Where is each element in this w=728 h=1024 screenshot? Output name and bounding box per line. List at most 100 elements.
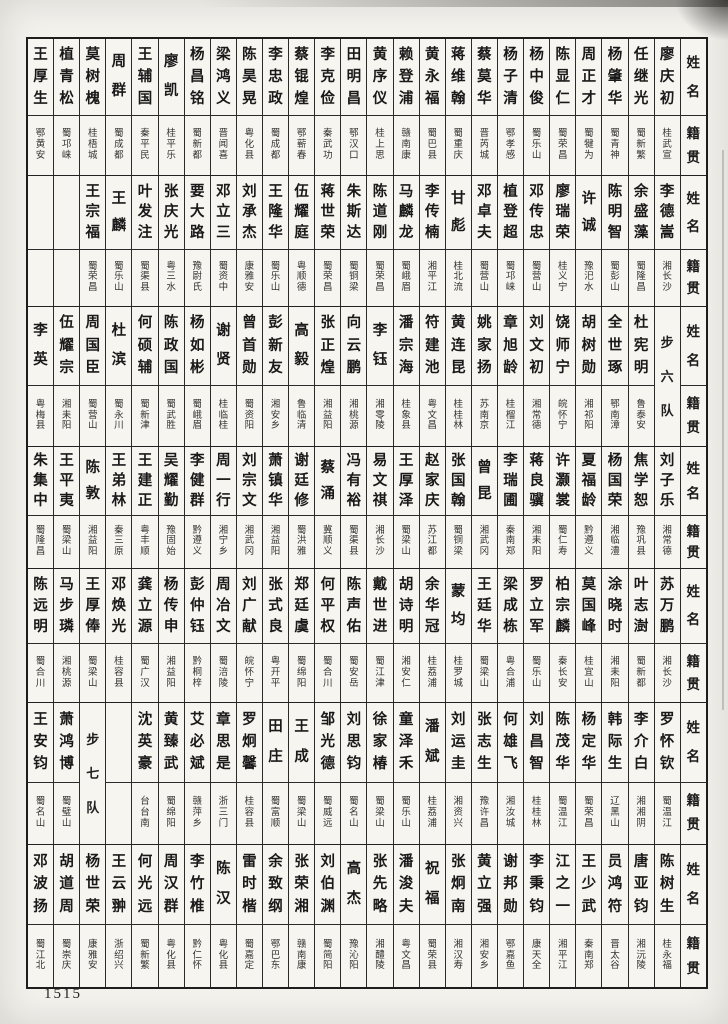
entry-name: 周一行	[210, 447, 236, 517]
entry-place: 蜀永川	[106, 386, 131, 447]
entry-name: 余盛藻	[628, 176, 654, 251]
glyph: 营	[88, 409, 98, 421]
glyph: 沈	[137, 711, 153, 728]
glyph: 青	[610, 139, 620, 151]
entry-place: 苏南京	[472, 386, 497, 447]
glyph: 蜀	[218, 655, 229, 667]
entry-name: 王平夷	[54, 447, 80, 517]
glyph: 苏	[479, 398, 490, 410]
glyph: 明	[33, 619, 48, 636]
entry-place: 蜀彭山	[602, 250, 627, 306]
entry-name: 苏万鹏	[654, 569, 680, 645]
glyph: 佑	[346, 619, 362, 636]
glyph: 叶	[633, 576, 649, 593]
glyph: 蜀	[323, 655, 333, 667]
glyph: 县	[427, 960, 437, 972]
glyph: 荔	[427, 806, 437, 818]
roster-entry: 易文祺湘长沙	[366, 447, 393, 568]
glyph: 诗	[398, 597, 414, 614]
glyph: 梓	[192, 677, 202, 689]
glyph: 荣	[88, 271, 98, 283]
roster-entry: 赵家庆苏江都	[418, 447, 445, 568]
entry-name: 张荣湘	[289, 845, 315, 926]
glyph: 七	[86, 765, 100, 781]
roster-band: 王安钧蜀名山萧鸿博蜀璧山步七队沈英豪台台南黄臻武蜀绵阳艾必斌赣萍乡章思是浙三门罗…	[28, 702, 706, 844]
glyph: 灏	[555, 472, 570, 489]
glyph: 槐	[85, 90, 101, 107]
glyph: 钧	[346, 756, 362, 773]
entry-place: 粤丰顺	[132, 516, 157, 568]
glyph: 国	[607, 472, 623, 489]
entry-name: 郑廷虞	[289, 569, 315, 645]
entry-place: 蜀名山	[341, 783, 366, 844]
glyph: 王	[477, 576, 492, 593]
glyph: 山	[88, 420, 98, 432]
entry-name: 许灏裳	[550, 447, 576, 517]
entry-name: 许诚	[576, 176, 602, 251]
glyph: 汉	[349, 139, 359, 151]
entry-name: 陈昊晃	[236, 39, 262, 117]
glyph: 名	[686, 749, 701, 765]
glyph: 昊	[242, 68, 257, 85]
glyph: 怀	[557, 409, 568, 421]
entry-name: 焦学恕	[628, 447, 654, 517]
entry-place: 湘汉寿	[446, 925, 471, 987]
glyph: 海	[398, 359, 414, 376]
glyph: 正	[320, 337, 336, 354]
glyph: 生	[659, 898, 675, 915]
entry-name: 何光远	[132, 845, 158, 926]
glyph: 许	[479, 806, 490, 818]
entry-place: 蜀梁山	[80, 644, 105, 702]
glyph: 煌	[294, 90, 309, 107]
unit-label: 步六队	[655, 307, 680, 446]
glyph: 松	[59, 90, 74, 107]
glyph: 梁	[479, 666, 490, 678]
glyph: 王	[398, 453, 414, 470]
roster-entry: 苏万鹏湘长沙	[653, 568, 680, 703]
entry-place: 湘桃源	[341, 386, 366, 447]
glyph: 杨	[189, 47, 205, 64]
roster-entry: 杨昌铭蜀新都	[183, 39, 210, 176]
glyph: 安	[88, 960, 98, 972]
glyph: 蜀	[531, 128, 542, 140]
glyph: 乐	[531, 139, 542, 151]
glyph: 嘉	[505, 949, 516, 961]
glyph: 三	[166, 271, 176, 283]
glyph: 上	[375, 139, 385, 151]
entry-place: 赣萍乡	[185, 783, 210, 844]
glyph: 庄	[268, 748, 283, 765]
glyph: 龄	[581, 492, 597, 509]
glyph: 刘	[242, 576, 257, 593]
roster-entry: 周汉群粤化县	[157, 844, 184, 987]
glyph: 桂	[427, 795, 437, 807]
glyph: 路	[189, 225, 205, 242]
glyph: 姓	[686, 720, 701, 735]
glyph: 栋	[503, 619, 518, 636]
glyph: 桂	[505, 398, 516, 410]
glyph: 宁	[557, 420, 568, 432]
glyph: 仁	[192, 949, 202, 961]
entry-place: 湘祁阳	[576, 386, 601, 447]
glyph: 思	[346, 734, 362, 751]
column-header-name: 姓名	[680, 703, 706, 783]
roster-entry: 蔡锟煌鄂蕲春	[288, 39, 315, 176]
glyph: 台	[140, 806, 150, 818]
glyph: 蒋	[451, 47, 466, 64]
entry-place: 湘桃源	[54, 644, 79, 702]
entry-place: 浙三门	[211, 783, 236, 844]
entry-name: 蔡莫华	[471, 39, 497, 117]
glyph: 桃	[349, 409, 359, 421]
glyph: 乡	[479, 960, 490, 972]
entry-place: 桂桂林	[524, 783, 549, 844]
glyph: 学	[633, 472, 649, 489]
glyph: 刘	[320, 853, 336, 870]
roster-entry: 刘宗文湘武冈	[235, 447, 262, 568]
roster-entry: 彭仲钰黔桐梓	[183, 568, 210, 703]
glyph: 潘	[424, 719, 440, 736]
glyph: 县	[244, 817, 255, 829]
glyph: 文	[372, 472, 388, 489]
roster-entry: 涂晓时湘耒阳	[601, 568, 628, 703]
glyph: 序	[372, 68, 388, 85]
entry-name: 黄臻武	[158, 703, 184, 783]
entry-place: 晋芮城	[472, 116, 497, 175]
